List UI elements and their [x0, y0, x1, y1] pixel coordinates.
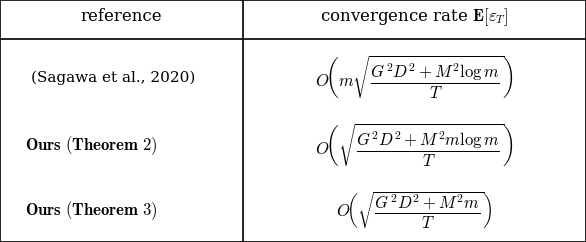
Text: $O\!\left(\sqrt{\dfrac{G^2D^2+M^2m}{T}}\right)$: $O\!\left(\sqrt{\dfrac{G^2D^2+M^2m}{T}}\… [336, 190, 493, 231]
Text: $\mathbf{Ours\ (Theorem\ 2)}$: $\mathbf{Ours\ (Theorem\ 2)}$ [25, 134, 158, 157]
Text: $O\!\left(\sqrt{\dfrac{G^2D^2+M^2m\log m}{T}}\right)$: $O\!\left(\sqrt{\dfrac{G^2D^2+M^2m\log m… [315, 122, 514, 169]
Text: $O\!\left(m\sqrt{\dfrac{G^2D^2+M^2\log m}{T}}\right)$: $O\!\left(m\sqrt{\dfrac{G^2D^2+M^2\log m… [315, 54, 514, 101]
Text: (Sagawa et al., 2020): (Sagawa et al., 2020) [31, 70, 196, 85]
Text: $\mathbf{Ours\ (Theorem\ 3)}$: $\mathbf{Ours\ (Theorem\ 3)}$ [25, 199, 158, 222]
Text: convergence rate $\mathbf{E}[\varepsilon_T]$: convergence rate $\mathbf{E}[\varepsilon… [321, 6, 509, 28]
Text: reference: reference [81, 8, 162, 25]
